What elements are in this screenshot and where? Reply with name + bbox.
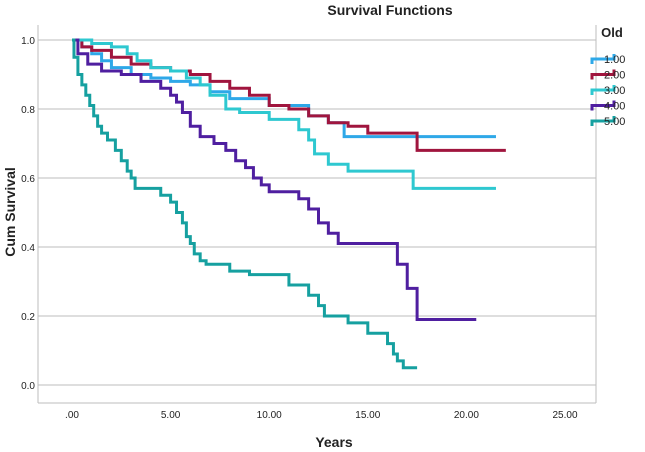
y-tick-label: 0.2 (21, 312, 35, 323)
y-tick-label: 0.8 (21, 105, 35, 116)
x-tick-label: 25.00 (552, 410, 577, 421)
x-tick-label: 20.00 (454, 410, 479, 421)
y-tick-label: 1.0 (21, 36, 35, 47)
legend-label-3.00: 3.00 (604, 85, 625, 97)
chart-title: Survival Functions (327, 2, 452, 18)
legend-swatch-2.00 (590, 69, 616, 80)
legend-swatch-4.00 (590, 100, 616, 111)
legend-label-5.00: 5.00 (604, 116, 625, 128)
x-tick-label: 5.00 (161, 410, 181, 421)
legend-swatch-1.00 (590, 54, 616, 64)
x-tick-label: 10.00 (257, 410, 282, 421)
series-line-5.00 (72, 38, 418, 370)
y-tick-label: 0.6 (21, 174, 35, 185)
y-tick-label: 0.4 (21, 243, 35, 254)
series-lines (72, 38, 506, 370)
legend: Old 1.00 2.00 3.00 4.00 5.00 (590, 25, 625, 128)
x-tick-label: .00 (65, 410, 79, 421)
legend-swatch-5.00 (590, 116, 616, 126)
legend-title: Old (601, 25, 623, 40)
legend-swatch-3.00 (590, 85, 616, 95)
x-axis-label: Years (315, 434, 353, 450)
legend-label-4.00: 4.00 (604, 101, 625, 113)
y-axis-label: Cum Survival (2, 167, 18, 256)
series-line-3.00 (72, 38, 496, 190)
grid-lines: 0.0 0.2 0.4 0.6 0.8 1.0 (21, 36, 596, 392)
x-tick-label: 15.00 (355, 410, 380, 421)
axes: .00 5.00 10.00 15.00 20.00 25.00 (37, 25, 597, 421)
legend-label-2.00: 2.00 (604, 70, 625, 82)
legend-label-1.00: 1.00 (604, 54, 625, 66)
series-line-2.00 (72, 38, 506, 152)
series-line-4.00 (72, 38, 477, 321)
y-tick-label: 0.0 (21, 381, 35, 392)
